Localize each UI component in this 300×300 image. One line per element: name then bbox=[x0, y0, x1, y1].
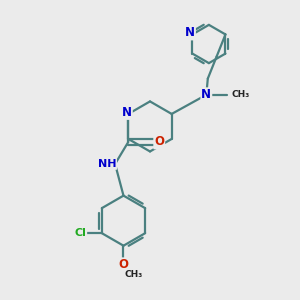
Text: O: O bbox=[118, 258, 128, 271]
Text: CH₃: CH₃ bbox=[231, 90, 250, 99]
Text: N: N bbox=[185, 26, 195, 40]
Text: Cl: Cl bbox=[74, 228, 86, 238]
Text: CH₃: CH₃ bbox=[125, 270, 143, 279]
Text: N: N bbox=[201, 88, 211, 101]
Text: O: O bbox=[154, 135, 164, 148]
Text: N: N bbox=[122, 106, 132, 119]
Text: NH: NH bbox=[98, 159, 116, 169]
